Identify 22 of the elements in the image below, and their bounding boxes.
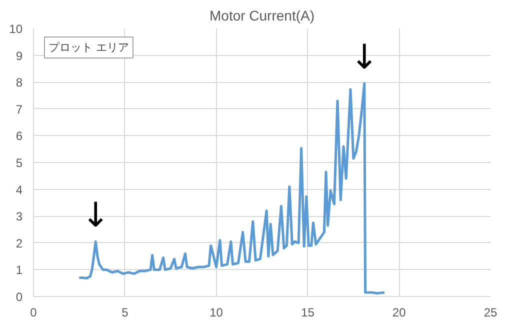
y-tick-label: 1 xyxy=(16,263,23,278)
y-tick-label: 9 xyxy=(16,48,23,63)
y-tick-label: 8 xyxy=(16,76,23,90)
y-tick-label: 2 xyxy=(16,236,23,250)
y-tick-label: 10 xyxy=(9,22,23,36)
y-tick-label: 5 xyxy=(16,156,23,170)
x-tick-label: 15 xyxy=(301,306,315,320)
annotation: プロット エリア xyxy=(48,40,129,54)
chart-title: Motor Current(A) xyxy=(209,8,315,24)
y-tick-label: 0 xyxy=(16,290,23,304)
x-tick-label: 10 xyxy=(210,306,224,320)
y-tick-label: 3 xyxy=(16,210,23,224)
y-tick-label: 7 xyxy=(16,102,23,116)
annotation: ↓ xyxy=(81,196,110,236)
line-series xyxy=(78,82,386,295)
annotation: ↓ xyxy=(350,37,379,78)
x-tick-label: 20 xyxy=(392,306,406,320)
x-tick-label: 25 xyxy=(484,306,498,320)
x-tick-label: 5 xyxy=(122,306,129,320)
y-tick-label: 4 xyxy=(16,182,23,197)
y-tick-label: 6 xyxy=(16,129,23,144)
x-tick-label: 0 xyxy=(30,306,38,320)
